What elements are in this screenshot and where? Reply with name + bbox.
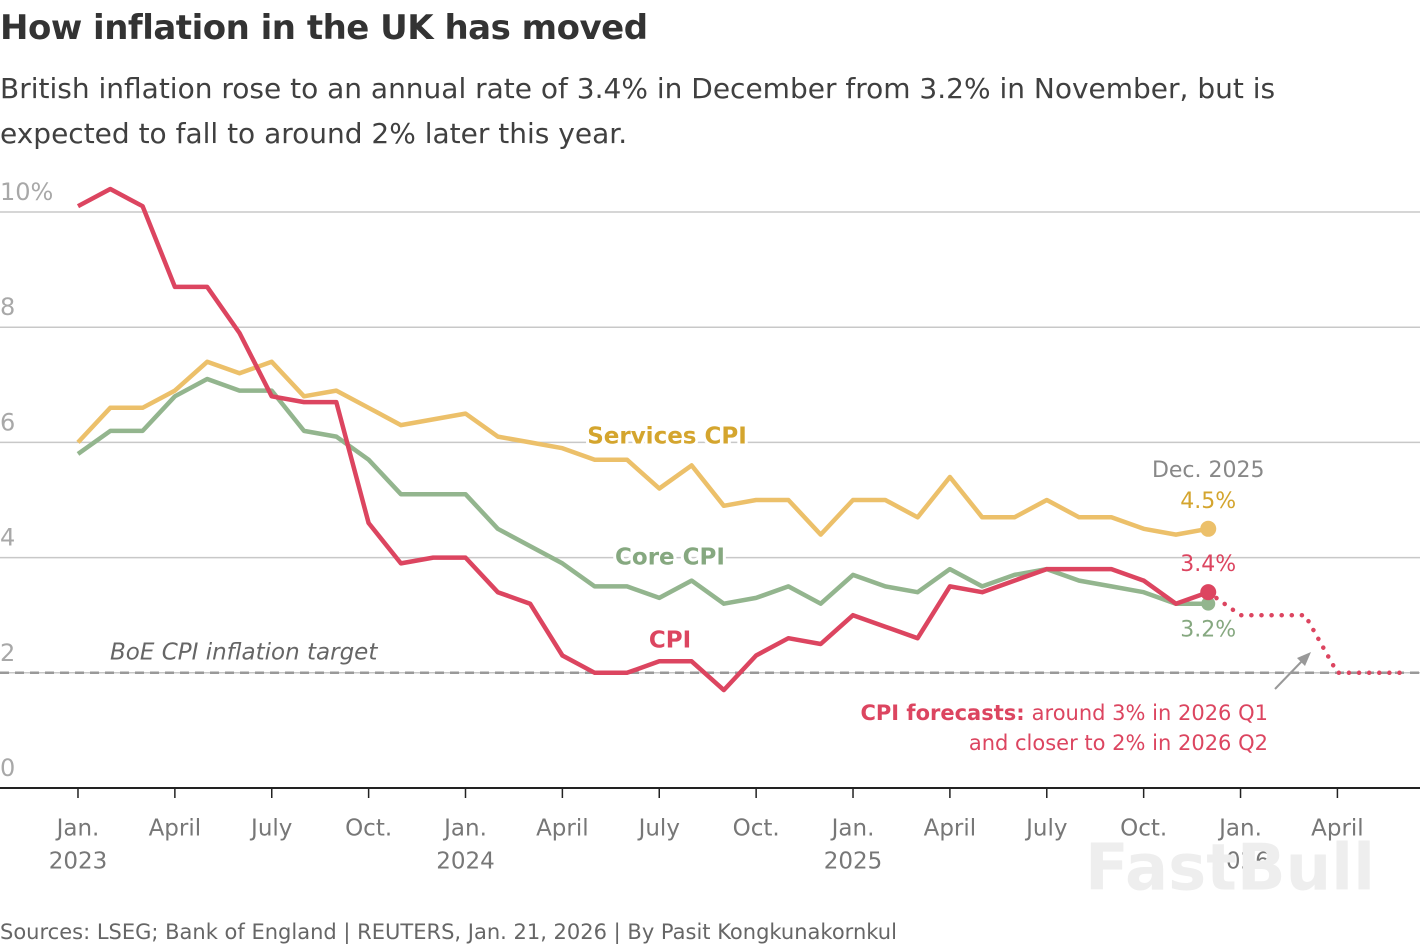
chart-title: How inflation in the UK has moved	[0, 8, 648, 48]
x-tick-label: July	[637, 816, 680, 842]
series-label: Services CPI	[587, 424, 747, 450]
forecast-note: CPI forecasts: around 3% in 2026 Q1	[861, 701, 1269, 725]
end-point	[1200, 520, 1217, 537]
x-tick-label: July	[249, 816, 292, 842]
x-tick-label: Oct.	[1120, 816, 1167, 842]
x-tick-label: Jan.	[830, 816, 875, 842]
x-tick-year: 2024	[436, 849, 495, 875]
x-tick-label: July	[1024, 816, 1067, 842]
y-tick-label: 6	[0, 408, 15, 436]
arrow-head	[1297, 652, 1311, 666]
x-tick-label: April	[149, 816, 202, 842]
forecast-note-text: around 3% in 2026 Q1	[1032, 701, 1268, 725]
end-point	[1201, 596, 1216, 611]
y-tick-label: 10%	[0, 178, 53, 206]
y-tick-label: 4	[0, 524, 15, 552]
forecast-line	[1205, 589, 1405, 676]
x-tick-label: April	[1311, 816, 1364, 842]
series-label: Core CPI	[615, 545, 725, 571]
end-point	[1200, 584, 1217, 601]
y-tick-label: 2	[0, 639, 15, 667]
x-tick-year: 2026	[1211, 849, 1270, 875]
forecast-note-bold: CPI forecasts:	[861, 701, 1025, 725]
target-label: BoE CPI inflation target	[110, 639, 378, 665]
series-label: CPI	[649, 628, 691, 654]
y-tick-label: 0	[0, 754, 15, 782]
x-tick-year: 2025	[824, 849, 883, 875]
end-annotation: Dec. 2025	[1152, 458, 1265, 483]
y-tick-label: 8	[0, 293, 15, 321]
x-tick-label: Oct.	[345, 816, 392, 842]
value-label: 4.5%	[1180, 489, 1236, 514]
x-tick-label: April	[536, 816, 589, 842]
x-tick-label: Jan.	[1217, 816, 1262, 842]
forecast-note-line2: and closer to 2% in 2026 Q2	[969, 731, 1268, 755]
value-label: 3.4%	[1180, 552, 1236, 577]
arrow	[1274, 659, 1304, 690]
source: Sources: LSEG; Bank of England | REUTERS…	[0, 920, 897, 945]
value-label: 3.2%	[1180, 618, 1236, 643]
chart-subtitle: British inflation rose to an annual rate…	[0, 72, 1276, 150]
x-tick-label: Jan.	[55, 816, 100, 842]
x-tick-label: April	[924, 816, 977, 842]
x-tick-year: 2023	[49, 849, 108, 875]
x-tick-label: Jan.	[442, 816, 487, 842]
x-tick-label: Oct.	[733, 816, 780, 842]
series-line	[76, 186, 1209, 693]
series-line	[76, 359, 1209, 537]
watermark: FastBull	[1085, 832, 1375, 906]
